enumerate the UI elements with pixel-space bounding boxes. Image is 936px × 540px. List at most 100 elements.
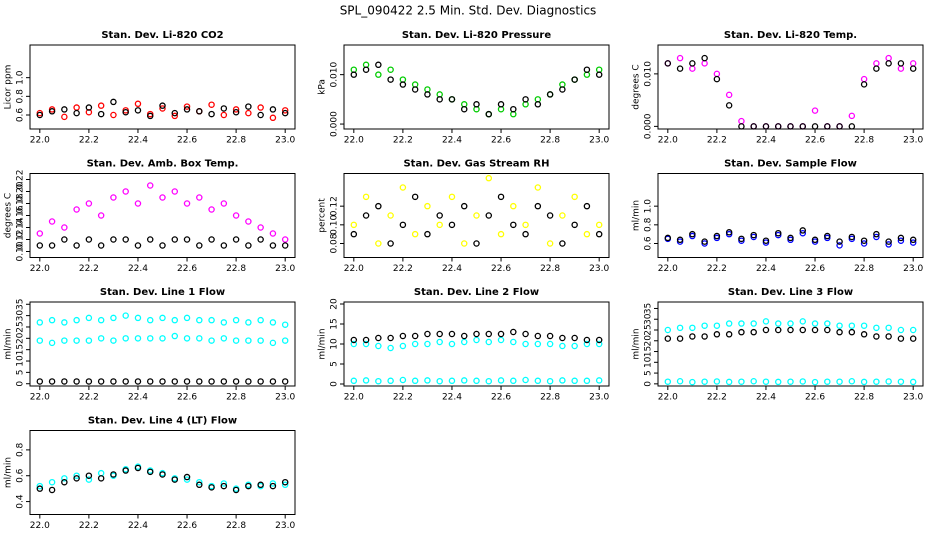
point — [61, 475, 68, 482]
point — [836, 328, 843, 336]
point — [860, 240, 868, 247]
y-tick-label: 0.18 — [16, 193, 26, 213]
point — [676, 335, 684, 342]
x-tick-label: 22.6 — [805, 264, 825, 274]
point — [497, 377, 505, 384]
point — [811, 378, 819, 386]
point — [510, 202, 517, 210]
point — [146, 112, 154, 120]
panel-title: Stan. Dev. Amb. Box Temp. — [87, 159, 239, 170]
point — [350, 221, 358, 229]
point — [811, 236, 819, 244]
point — [387, 334, 394, 342]
point — [48, 478, 56, 486]
point — [787, 378, 794, 385]
y-tick-label: 30 — [16, 310, 26, 322]
point — [595, 336, 603, 344]
point — [171, 332, 179, 340]
y-tick-label: 0.8 — [644, 217, 654, 232]
point — [497, 330, 505, 338]
point — [522, 221, 529, 229]
point — [738, 378, 745, 385]
point — [485, 338, 493, 346]
point — [110, 378, 117, 385]
point — [811, 326, 819, 334]
point — [159, 378, 166, 385]
point — [375, 342, 382, 350]
x-tick-label: 22.4 — [442, 264, 462, 274]
point — [387, 66, 394, 73]
point — [399, 376, 407, 384]
point — [245, 337, 252, 344]
x-tick-label: 23.0 — [275, 521, 295, 531]
point — [799, 326, 807, 334]
x-tick-label: 22.4 — [128, 521, 148, 531]
point — [713, 378, 721, 385]
point — [885, 333, 892, 340]
y-axis-label: ml/min — [318, 328, 328, 359]
point — [134, 378, 142, 385]
point — [583, 340, 591, 348]
point — [196, 242, 203, 249]
point — [350, 71, 358, 78]
y-tick-label: 0.4 — [16, 494, 26, 509]
point — [701, 54, 708, 62]
point — [281, 481, 289, 489]
point — [159, 194, 166, 201]
point — [424, 330, 431, 338]
point — [497, 193, 505, 201]
point — [811, 107, 819, 114]
y-tick-label: 0.000 — [330, 111, 340, 137]
x-tick-label: 22.4 — [756, 136, 776, 146]
point — [909, 326, 917, 334]
point — [257, 104, 264, 111]
point — [232, 337, 240, 344]
point — [824, 378, 831, 385]
point — [36, 230, 44, 237]
point — [97, 335, 105, 342]
point — [183, 473, 191, 481]
panel: Stan. Dev. Li-820 Pressure kPa 22.0 22.2 22.… — [318, 30, 610, 146]
x-tick-label: 22.0 — [30, 264, 50, 274]
point — [725, 91, 733, 99]
point — [350, 230, 358, 238]
point — [73, 316, 80, 324]
point — [399, 81, 407, 88]
point — [534, 202, 542, 210]
point — [497, 230, 505, 238]
x-tick-label: 22.0 — [658, 136, 678, 146]
point — [183, 314, 191, 322]
point — [257, 236, 264, 243]
y-tick-label: 1.0 — [16, 70, 26, 85]
point — [559, 86, 566, 93]
point — [134, 464, 142, 472]
point — [36, 485, 44, 492]
point — [571, 221, 578, 229]
y-tick-label: 10 — [644, 356, 654, 368]
point — [411, 86, 419, 93]
point — [110, 194, 117, 201]
point — [595, 340, 603, 348]
point — [146, 335, 154, 342]
point — [85, 236, 93, 243]
panel-title: Stan. Dev. Line 1 Flow — [100, 287, 225, 298]
point — [860, 237, 868, 244]
point — [208, 110, 215, 118]
point — [350, 336, 358, 344]
x-tick-label: 22.8 — [854, 264, 874, 274]
point — [36, 319, 44, 326]
x-tick-label: 23.0 — [275, 393, 295, 403]
point — [873, 333, 880, 340]
point — [485, 212, 493, 219]
y-tick-label: 0.010 — [330, 61, 340, 87]
point — [701, 333, 708, 340]
point — [146, 378, 154, 385]
point — [583, 230, 591, 238]
point — [424, 202, 431, 210]
point — [436, 330, 443, 338]
plot-frame — [29, 430, 296, 515]
point — [110, 236, 117, 243]
y-tick-label: 35 — [644, 303, 654, 314]
panel-title: Stan. Dev. Line 4 (LT) Flow — [88, 416, 237, 427]
